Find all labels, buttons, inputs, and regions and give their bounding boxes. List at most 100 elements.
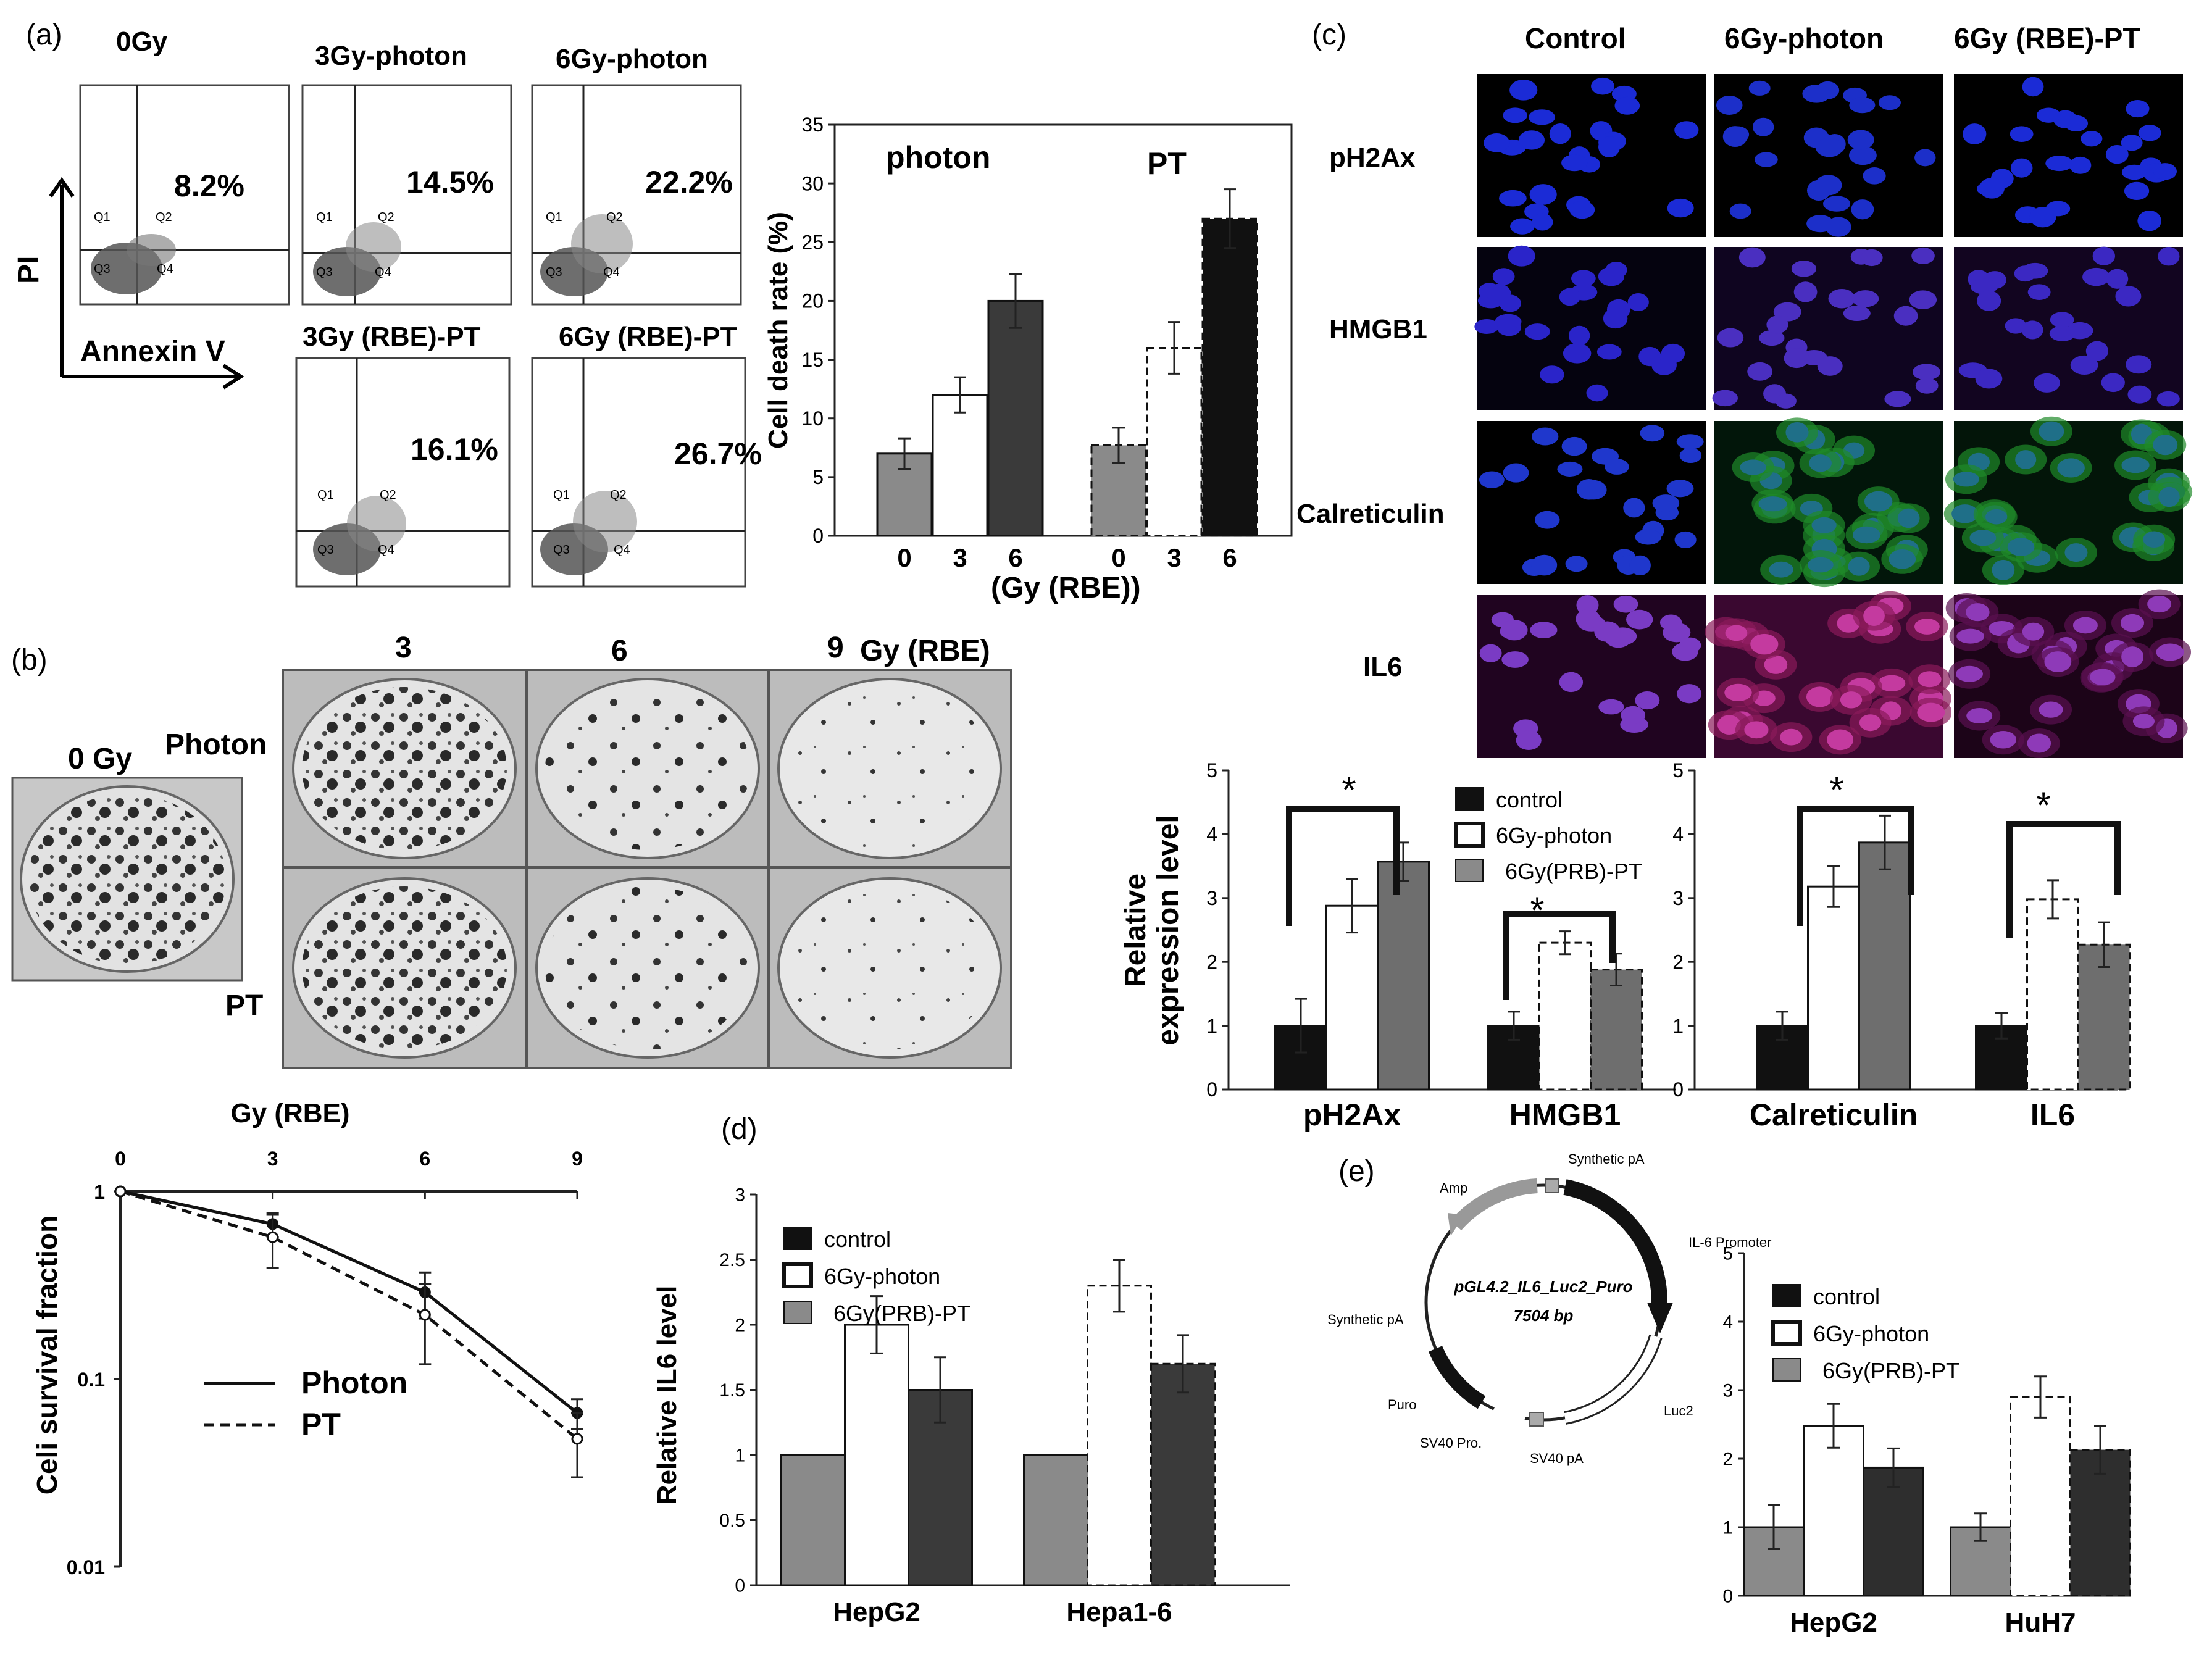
micrograph-tile bbox=[1474, 593, 1708, 761]
dish-pt-6 bbox=[535, 877, 760, 1059]
cell-nucleus bbox=[1629, 555, 1651, 576]
x-axis-title: Gy (RBE) bbox=[230, 1098, 349, 1128]
category-label: pH2Ax bbox=[1303, 1098, 1401, 1132]
cell-nucleus bbox=[2132, 714, 2155, 729]
flow-plot-percent: 14.5% bbox=[406, 165, 494, 199]
feature-puro: Puro bbox=[1388, 1397, 1416, 1412]
cell-nucleus bbox=[2064, 115, 2089, 132]
micrograph-tile bbox=[1474, 72, 1708, 240]
cell-nucleus bbox=[1722, 126, 1748, 148]
y-tick-label: 5 bbox=[812, 466, 824, 488]
cell-nucleus bbox=[1843, 306, 1871, 322]
y-tick-label: 3 bbox=[735, 1185, 745, 1206]
cell-nucleus bbox=[1861, 249, 1883, 267]
cell-nucleus bbox=[1524, 323, 1550, 340]
y-axis-title: Celi survival fraction bbox=[31, 1215, 63, 1495]
cell-nucleus bbox=[1748, 80, 1771, 96]
cell-death-chart: 0 5 10 15 20 25 30 35 0 3 6 0 3 6 photon PT (Gy (RBE)) Ce… bbox=[763, 114, 1293, 604]
y-tick-label: 1 bbox=[1722, 1518, 1733, 1538]
cell-nucleus bbox=[2027, 733, 2051, 753]
micrograph-background bbox=[1712, 244, 1946, 412]
cell-nucleus bbox=[1827, 729, 1854, 751]
feature-il6-promoter: IL-6 Promoter bbox=[1688, 1235, 1772, 1250]
cell-nucleus bbox=[1667, 198, 1694, 218]
bar bbox=[1803, 1425, 1864, 1597]
cell-nucleus bbox=[1717, 715, 1741, 735]
y-tick-label: 35 bbox=[801, 114, 824, 136]
cell-nucleus bbox=[1909, 290, 1937, 309]
cell-nucleus bbox=[2007, 538, 2035, 556]
cell-nucleus bbox=[1661, 343, 1685, 364]
cell-nucleus bbox=[1627, 293, 1649, 311]
legend-label: control bbox=[1496, 787, 1563, 812]
cell-nucleus bbox=[1598, 136, 1621, 158]
col-label-9: 9 bbox=[827, 632, 844, 664]
bar bbox=[1150, 1362, 1216, 1586]
group-label: photon bbox=[886, 140, 990, 175]
cell-nucleus bbox=[2115, 286, 2142, 307]
dish-pt-3 bbox=[292, 877, 517, 1059]
dish-photon-3 bbox=[292, 678, 517, 859]
bar bbox=[1325, 904, 1379, 1091]
cell-nucleus bbox=[2050, 312, 2074, 328]
y-tick-label: 5 bbox=[1722, 1244, 1733, 1264]
feature-sv40-pro: SV40 Pro. bbox=[1420, 1435, 1482, 1451]
y-tick-label: 3 bbox=[1206, 887, 1217, 909]
cell-nucleus bbox=[1652, 494, 1680, 512]
cell-nucleus bbox=[2137, 210, 2161, 231]
row-label-calreticulin: Calreticulin bbox=[1296, 499, 1445, 529]
cell-nucleus bbox=[1717, 328, 1744, 348]
cell-nucleus bbox=[1531, 554, 1558, 576]
cell-nucleus bbox=[1784, 348, 1809, 369]
cell-nucleus bbox=[1559, 672, 1584, 693]
y-tick-label: 2 bbox=[735, 1315, 745, 1336]
micrograph-tile bbox=[1474, 244, 1708, 412]
quadrant-q2: Q2 bbox=[606, 211, 623, 224]
bar bbox=[2010, 1396, 2071, 1597]
cell-nucleus bbox=[2044, 651, 2072, 672]
bar bbox=[1087, 1285, 1152, 1586]
cell-nucleus bbox=[1674, 121, 1699, 140]
data-point bbox=[419, 1309, 431, 1321]
cell-nucleus bbox=[1569, 201, 1595, 219]
legend-swatch bbox=[783, 1227, 812, 1250]
data-point bbox=[114, 1185, 127, 1198]
quadrant-q2: Q2 bbox=[378, 211, 394, 224]
cell-nucleus bbox=[1666, 480, 1694, 498]
cell-nucleus bbox=[1793, 281, 1818, 302]
bar bbox=[844, 1324, 909, 1586]
y-tick-label: 0 bbox=[735, 1576, 745, 1596]
legend-label: 6Gy-photon bbox=[824, 1264, 940, 1289]
cell-nucleus bbox=[1912, 364, 1941, 380]
category-label: Hepa1-6 bbox=[1066, 1597, 1172, 1627]
cell-nucleus bbox=[1518, 130, 1545, 150]
cell-nucleus bbox=[1474, 319, 1499, 334]
y-tick-label: 0.1 bbox=[78, 1369, 105, 1391]
x-tick-label: 6 bbox=[419, 1148, 430, 1170]
series-line bbox=[120, 1190, 578, 1440]
x-tick-label: 0 bbox=[1111, 543, 1125, 572]
cell-nucleus bbox=[1970, 278, 1998, 294]
cell-nucleus bbox=[1529, 109, 1555, 125]
category-label: HMGB1 bbox=[1509, 1098, 1621, 1132]
y-tick-label: 5 bbox=[1672, 759, 1684, 782]
cell-nucleus bbox=[2126, 355, 2152, 374]
cell-nucleus bbox=[1598, 699, 1624, 715]
significance-star: * bbox=[1829, 769, 1843, 811]
data-point bbox=[571, 1433, 583, 1445]
cell-nucleus bbox=[1549, 123, 1571, 144]
cell-nucleus bbox=[1849, 97, 1876, 114]
cell-nucleus bbox=[1679, 448, 1702, 464]
cell-nucleus bbox=[1963, 123, 1987, 144]
bar bbox=[2077, 943, 2131, 1091]
y-tick-label: 1 bbox=[735, 1446, 745, 1466]
expression-chart-right: 0 1 2 3 4 5 Calreticulin IL6 * * bbox=[1672, 759, 2131, 1132]
y-tick-label: 10 bbox=[801, 407, 824, 430]
cell-nucleus bbox=[1966, 707, 1993, 724]
cell-nucleus bbox=[1966, 603, 1990, 622]
cell-nucleus bbox=[1764, 655, 1788, 674]
cell-nucleus bbox=[2121, 164, 2147, 180]
cell-nucleus bbox=[2105, 144, 2129, 164]
cell-nucleus bbox=[2085, 341, 2109, 361]
